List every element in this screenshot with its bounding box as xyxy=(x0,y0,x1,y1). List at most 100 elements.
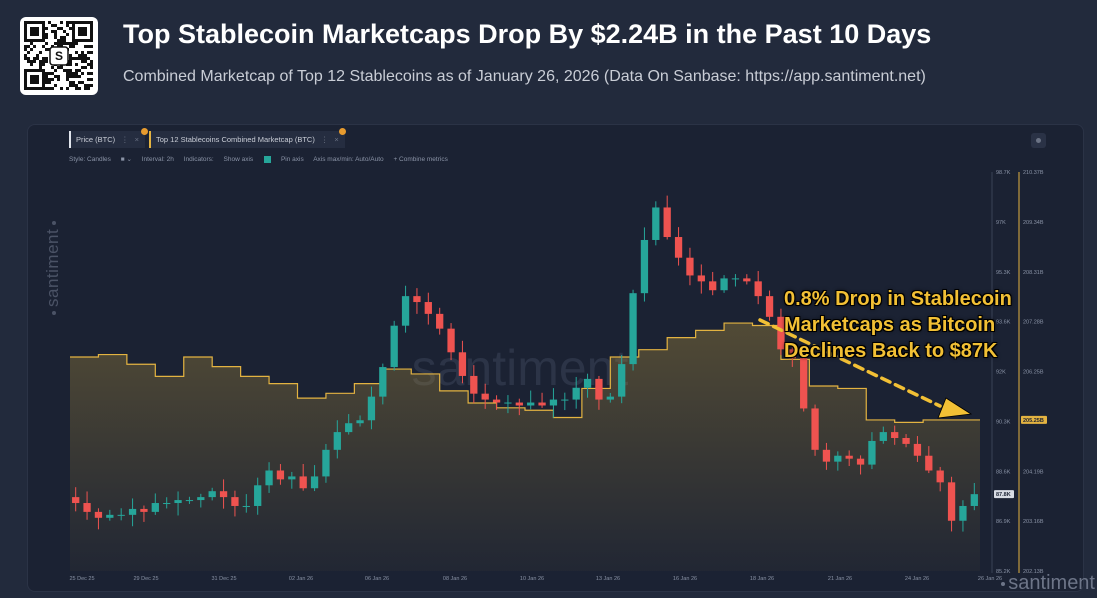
y-left-tick-label: 98.7K xyxy=(996,170,1011,176)
svg-text:S: S xyxy=(55,49,63,63)
qr-code-logo: S xyxy=(20,17,98,95)
candle-body xyxy=(527,402,535,406)
candle-body xyxy=(606,396,614,400)
candle-body xyxy=(94,511,103,518)
candle-body xyxy=(254,485,262,506)
candle-body xyxy=(185,500,194,502)
candle-body xyxy=(117,514,125,516)
settings-icon[interactable] xyxy=(1031,133,1046,148)
pin-axis-toggle[interactable]: Pin axis xyxy=(280,156,304,163)
y-left-tick-label: 92K xyxy=(996,370,1006,376)
y-left-tick-label: 97K xyxy=(996,220,1006,226)
candle-body xyxy=(731,278,740,280)
interval-select[interactable]: Interval: 2h xyxy=(141,156,174,163)
candle-body xyxy=(424,302,432,314)
show-axis-toggle[interactable]: Show axis xyxy=(223,156,254,163)
candle-body xyxy=(720,278,728,291)
x-tick-label: 31 Dec 25 xyxy=(211,576,236,582)
candle-body xyxy=(640,239,649,294)
candle-body xyxy=(367,396,376,421)
candle-body xyxy=(401,296,410,326)
candle-body xyxy=(652,207,660,240)
candle-body xyxy=(106,514,114,518)
y-left-tick-label: 90.3K xyxy=(996,419,1011,425)
y-left-tick-label: 86.9K xyxy=(996,519,1011,525)
candle-body xyxy=(470,375,478,394)
y-left-tick-label: 95.3K xyxy=(996,270,1011,276)
style-select[interactable]: Style: Candles xyxy=(69,156,111,163)
candle-body xyxy=(481,393,489,400)
more-icon[interactable]: ⋮ xyxy=(320,135,329,144)
candle-body xyxy=(777,316,785,350)
y-right-tick-label: 203.16B xyxy=(1023,519,1044,525)
candle-body xyxy=(310,476,319,489)
candle-body xyxy=(583,378,592,388)
candle-body xyxy=(242,505,250,507)
checkbox-checked-icon[interactable] xyxy=(264,155,272,163)
x-tick-label: 29 Dec 25 xyxy=(133,576,158,582)
candle-body xyxy=(333,432,341,450)
candle-body xyxy=(891,432,899,438)
candle-body xyxy=(83,503,91,512)
candle-body xyxy=(128,508,137,515)
candle-body xyxy=(902,438,910,444)
x-tick-label: 16 Jan 26 xyxy=(673,576,697,582)
candle-body xyxy=(754,281,762,297)
candle-body xyxy=(686,257,694,276)
candle-body xyxy=(936,470,944,483)
candle-body xyxy=(549,399,558,406)
candle-body xyxy=(345,423,353,433)
candle-body xyxy=(538,402,546,406)
candle-body xyxy=(913,443,922,456)
candle-body xyxy=(151,503,159,512)
candle-body xyxy=(856,458,865,465)
x-tick-label: 08 Jan 26 xyxy=(443,576,467,582)
candle-body xyxy=(299,476,307,489)
corner-watermark: santiment xyxy=(1001,572,1095,595)
candle-body xyxy=(322,449,330,477)
qr-code-pattern: S xyxy=(24,21,93,90)
metric-tab-marketcap[interactable]: Top 12 Stablecoins Combined Marketcap (B… xyxy=(149,131,345,148)
candle-body xyxy=(219,491,228,498)
candle-body xyxy=(765,296,774,317)
candle-body xyxy=(925,455,933,471)
candle-body xyxy=(197,497,205,501)
candle-body xyxy=(458,352,467,376)
candle-body xyxy=(618,364,626,397)
candle-body xyxy=(822,449,831,462)
candle-body xyxy=(174,500,182,504)
candle-body xyxy=(208,491,216,498)
candle-body xyxy=(515,402,523,406)
marketcap-line xyxy=(70,322,980,423)
candle-body xyxy=(163,503,171,505)
metric-tab-price[interactable]: Price (BTC) ⋮ × xyxy=(69,131,145,148)
y-right-tick-label: 207.28B xyxy=(1023,320,1044,326)
candle-body xyxy=(504,402,512,404)
x-tick-label: 13 Jan 26 xyxy=(596,576,620,582)
annotation-callout: 0.8% Drop in Stablecoin Marketcaps as Bi… xyxy=(784,286,1012,364)
x-tick-label: 24 Jan 26 xyxy=(905,576,929,582)
chart-toolbar: Style: Candles ■ ⌄ Interval: 2h Indicato… xyxy=(69,155,456,163)
candle-body xyxy=(447,328,455,353)
current-price-badge xyxy=(994,490,1014,499)
more-icon[interactable]: ⋮ xyxy=(121,135,129,144)
candle-body xyxy=(356,420,364,424)
candle-body xyxy=(663,207,671,238)
x-tick-label: 18 Jan 26 xyxy=(750,576,774,582)
close-icon[interactable]: × xyxy=(334,135,339,144)
color-select[interactable]: ■ ⌄ xyxy=(120,156,132,163)
candle-body xyxy=(561,399,569,401)
close-icon[interactable]: × xyxy=(134,135,140,144)
annotation-arrow-line xyxy=(758,318,942,408)
candle-body xyxy=(265,470,273,486)
candle-body xyxy=(231,497,239,506)
axis-maxmin-setting[interactable]: Axis max/min: Auto/Auto xyxy=(313,156,384,163)
combine-metrics-button[interactable]: + Combine metrics xyxy=(393,156,448,163)
indicators-select[interactable]: Indicators: xyxy=(183,156,214,163)
candle-body xyxy=(788,349,796,359)
candle-body xyxy=(674,237,683,258)
annotation-line: Marketcaps as Bitcoin xyxy=(784,314,996,336)
x-tick-label: 06 Jan 26 xyxy=(365,576,389,582)
y-left-tick-label: 93.6K xyxy=(996,320,1011,326)
